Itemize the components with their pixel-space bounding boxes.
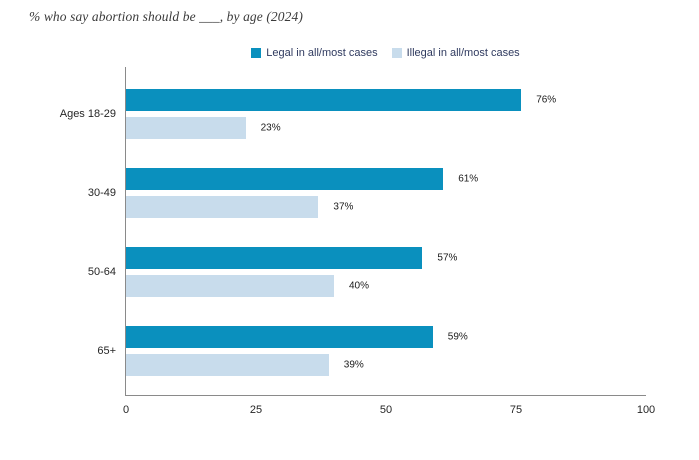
bar-legal — [126, 326, 433, 348]
bar-group-0: Ages 18-29 76% 23% — [60, 89, 646, 139]
bar-legal — [126, 89, 522, 111]
bar-illegal — [126, 117, 246, 139]
bar-row: 40% — [126, 275, 646, 297]
bar-group-3: 65+ 59% 39% — [97, 326, 646, 376]
x-axis-tick: 50 — [379, 404, 393, 416]
bar-row: 59% — [126, 326, 646, 348]
category-label: 65+ — [97, 345, 116, 357]
legend-swatch-icon — [251, 48, 262, 58]
bar-group-1: 30-49 61% 37% — [88, 168, 646, 218]
x-axis-tick: 75 — [509, 404, 523, 416]
bar-row: 39% — [126, 354, 646, 376]
category-label: 50-64 — [87, 266, 116, 278]
value-label: 76% — [536, 94, 557, 106]
plot-area: Ages 18-29 76% 23% 30-49 61% 37% 50-64 57% 40% 65… — [60, 67, 655, 416]
bar-legal — [126, 247, 423, 269]
category-label: Ages 18-29 — [59, 108, 116, 120]
value-label: 23% — [260, 122, 281, 134]
value-label: 61% — [458, 173, 479, 185]
bar-illegal — [126, 354, 329, 376]
value-label: 39% — [343, 359, 364, 371]
bar-row: 61% — [126, 168, 646, 190]
legend-item-0: Legal in all/most cases — [251, 47, 378, 59]
value-label: 37% — [333, 201, 354, 213]
category-label: 30-49 — [87, 187, 116, 199]
x-axis-tick: 100 — [636, 404, 656, 416]
bar-row: 57% — [126, 247, 646, 269]
x-axis-tick: 25 — [249, 404, 263, 416]
legend-item-1: Illegal in all/most cases — [391, 47, 520, 59]
chart-legend: Legal in all/most cases Illegal in all/mo… — [125, 46, 646, 60]
value-label: 57% — [437, 252, 458, 264]
x-axis-tick: 0 — [122, 404, 130, 416]
value-label: 40% — [349, 280, 370, 292]
legend-label: Illegal in all/most cases — [406, 47, 520, 59]
bar-illegal — [126, 196, 319, 218]
bar-row: 37% — [126, 196, 646, 218]
bar-group-2: 50-64 57% 40% — [88, 247, 646, 297]
value-label: 59% — [447, 331, 468, 343]
bar-legal — [126, 168, 444, 190]
bar-illegal — [126, 275, 334, 297]
legend-swatch-icon — [391, 48, 402, 58]
bar-row: 76% — [126, 89, 646, 111]
chart-title: % who say abortion should be ___, by age… — [29, 9, 303, 24]
legend-label: Legal in all/most cases — [266, 47, 378, 59]
bar-row: 23% — [126, 117, 646, 139]
